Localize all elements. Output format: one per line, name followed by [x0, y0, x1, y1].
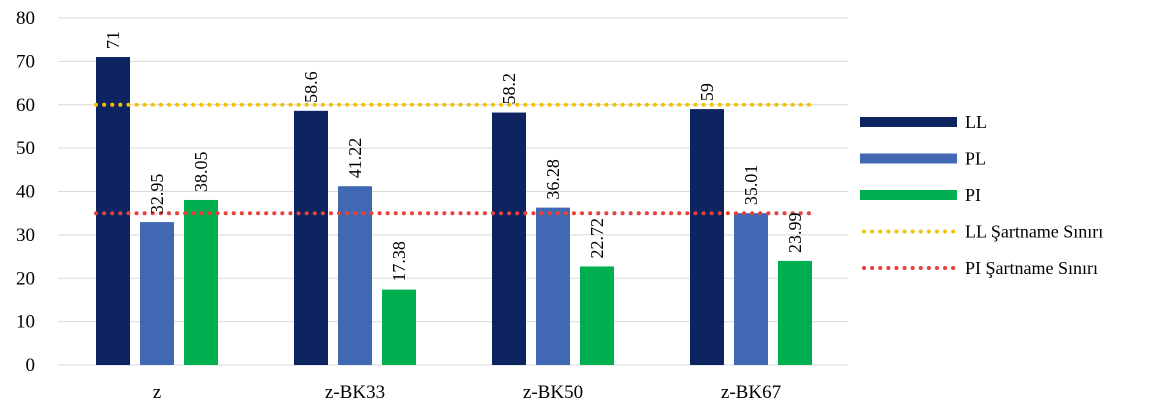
legend-swatch [860, 153, 957, 164]
bar-ll-z-bk50 [492, 112, 526, 366]
data-label-ll-z-bk33: 58.6 [301, 71, 321, 103]
legend-item-ll-artname-s-n-r[interactable]: LL Şartname Sınırı [862, 222, 1103, 242]
x-tick-label: z-BK50 [523, 382, 583, 403]
y-tick-label: 60 [16, 95, 35, 116]
y-tick-label: 20 [16, 268, 35, 289]
bar-pi-z-bk33 [382, 289, 416, 365]
bar-pi-z-bk67 [778, 260, 812, 365]
data-labels: 71 32.95 38.05 58.6 41.22 17.38 58.2 36.28 22.72… [103, 31, 805, 282]
data-label-pl-z-bk50: 36.28 [543, 159, 563, 200]
legend-item-pi[interactable]: PI [860, 185, 981, 205]
data-label-ll-z-bk50: 58.2 [499, 73, 519, 105]
data-label-ll-z: 71 [103, 31, 123, 49]
grid-lines [58, 17, 848, 366]
bar-pi-z [184, 199, 218, 365]
bar-pi-z-bk50 [580, 266, 614, 365]
x-tick-label: z [153, 382, 161, 403]
axes: 0 10 20 30 40 50 60 70 80 z z-BK33 z-BK50 z-BK67 [16, 8, 781, 403]
data-label-pi-z-bk50: 22.72 [587, 218, 607, 259]
bar-pl-z [140, 222, 174, 365]
bar-pl-z-bk33 [338, 186, 372, 365]
bar-pl-z-bk50 [536, 207, 570, 365]
data-label-pi-z-bk33: 17.38 [389, 241, 409, 282]
bar-ll-z-bk33 [294, 110, 328, 365]
legend-item-ll[interactable]: LL [860, 112, 987, 132]
y-tick-label: 40 [16, 182, 35, 203]
legend-label: PI [965, 185, 981, 205]
legend-item-pi-artname-s-n-r[interactable]: PI Şartname Sınırı [862, 258, 1098, 278]
legend-item-pl[interactable]: PL [860, 149, 986, 169]
y-tick-label: 50 [16, 138, 35, 159]
data-label-pl-z: 32.95 [147, 174, 167, 215]
data-label-pi-z-bk67: 23.99 [785, 212, 805, 253]
y-tick-label: 10 [16, 312, 35, 333]
x-tick-label: z-BK67 [721, 382, 781, 403]
legend-label: LL [965, 112, 987, 132]
bar-ll-z-bk67 [690, 109, 724, 366]
legend-label: LL Şartname Sınırı [965, 222, 1103, 242]
legend-swatch [860, 190, 957, 200]
y-tick-label: 30 [16, 225, 35, 246]
legend-label: PI Şartname Sınırı [965, 258, 1098, 278]
data-label-ll-z-bk67: 59 [697, 83, 717, 101]
legend-label: PL [965, 149, 986, 169]
data-label-pl-z-bk33: 41.22 [345, 138, 365, 179]
y-tick-label: 80 [16, 8, 35, 29]
y-tick-label: 0 [26, 355, 36, 376]
bars [96, 57, 812, 366]
legend-swatch [860, 117, 957, 127]
reference-lines [94, 102, 814, 216]
data-label-pl-z-bk67: 35.01 [741, 165, 761, 206]
x-tick-label: z-BK33 [325, 382, 385, 403]
bar-pl-z-bk67 [734, 213, 768, 365]
y-tick-label: 70 [16, 51, 35, 72]
legend[interactable]: LL PL PI LL Şartname Sınırı PI Şartname Sını… [860, 112, 1103, 278]
data-label-pi-z: 38.05 [191, 151, 211, 192]
bar-ll-z [96, 57, 130, 365]
